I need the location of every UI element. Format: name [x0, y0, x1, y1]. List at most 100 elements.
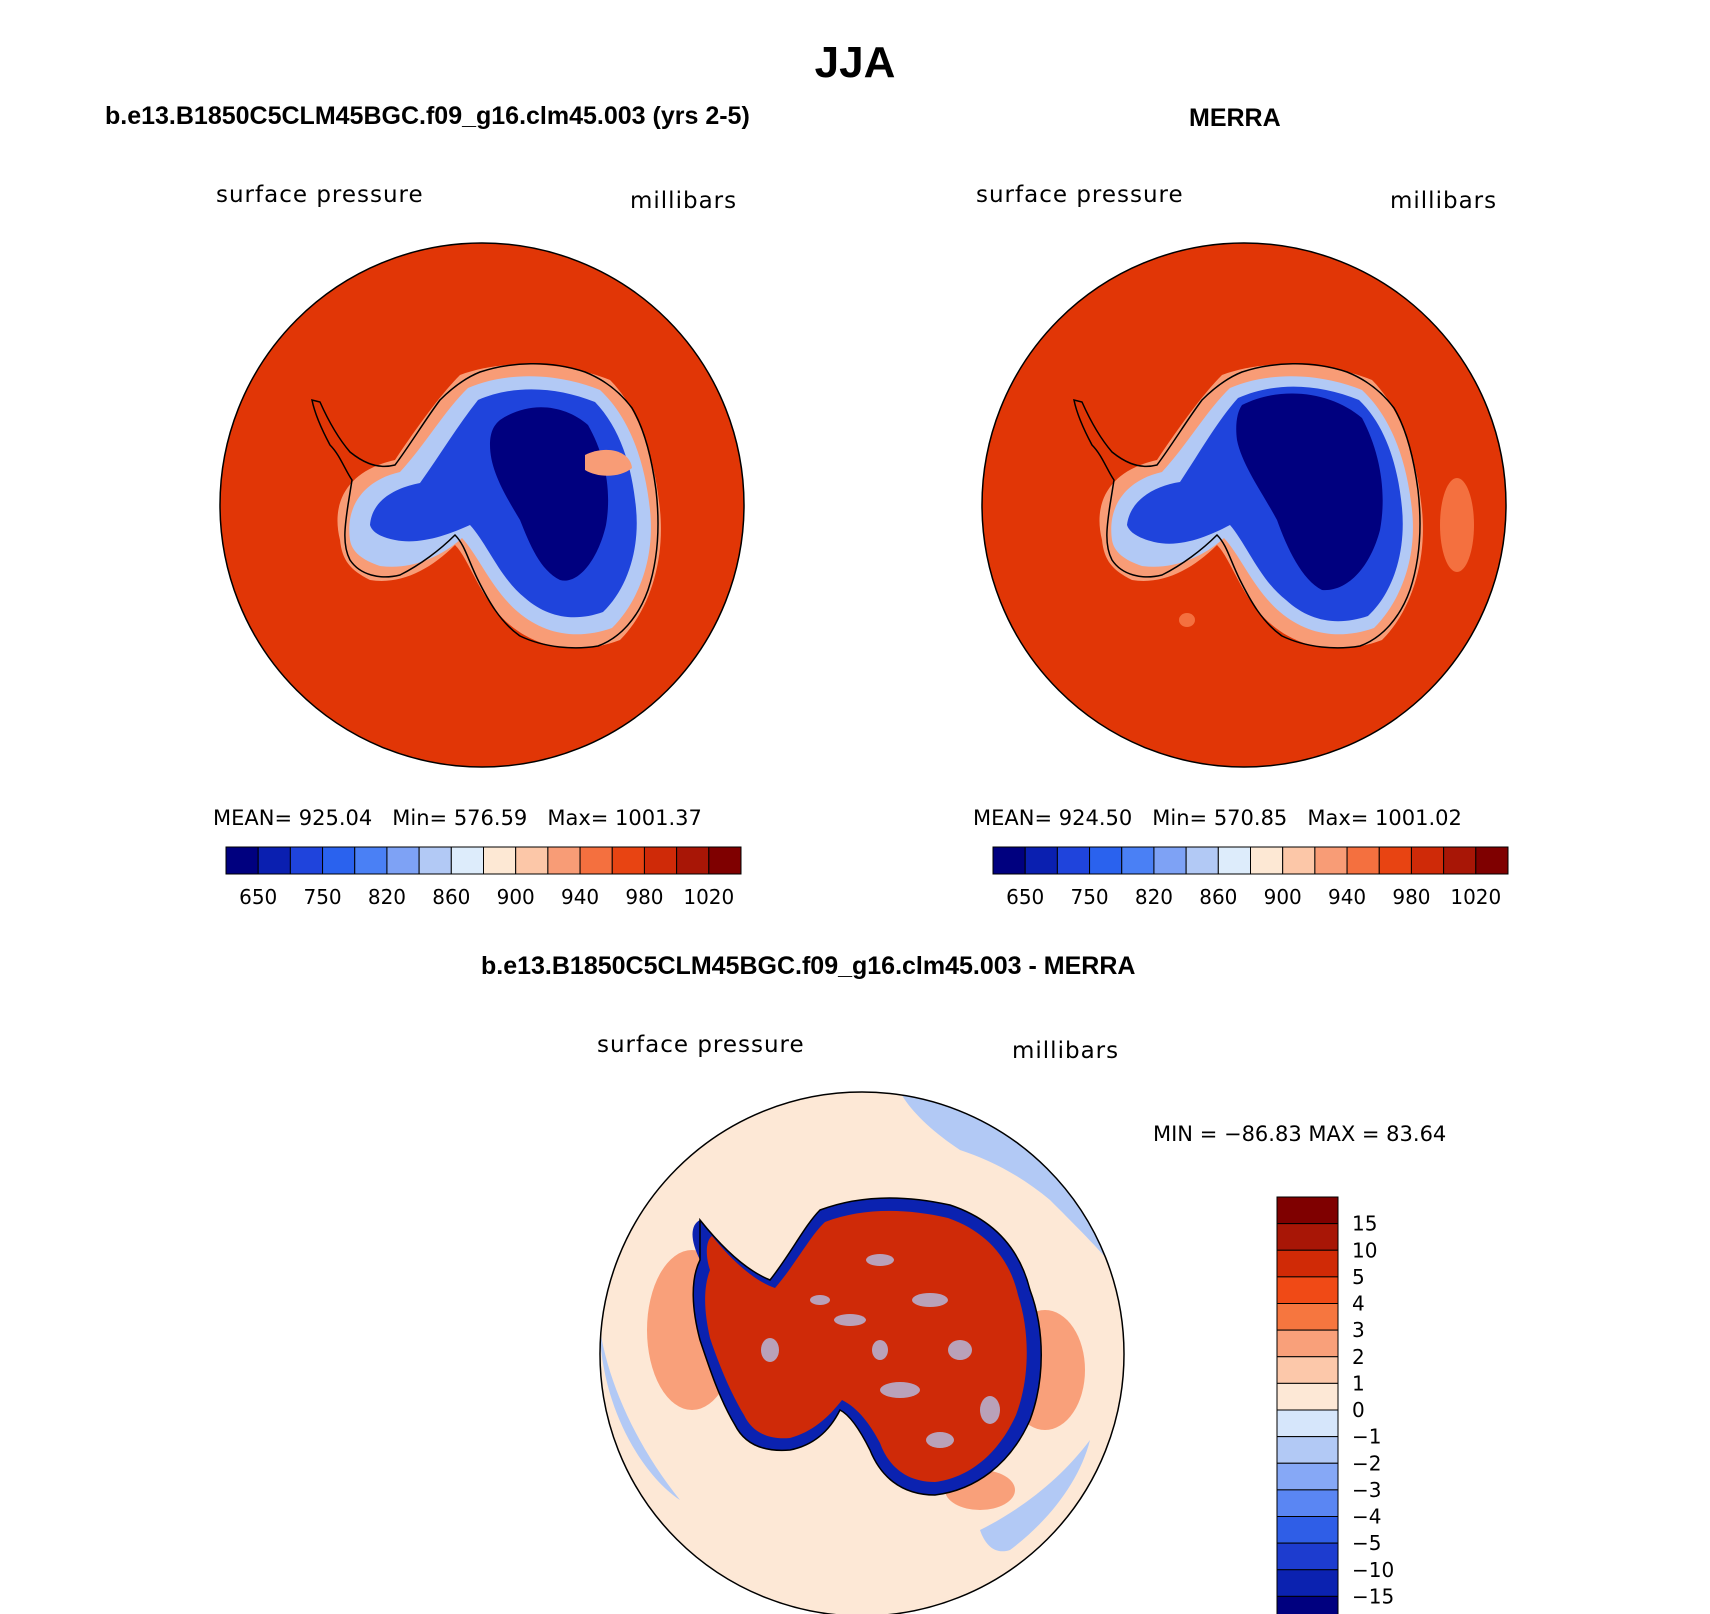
model-colorbar-swatch [386, 846, 420, 875]
obs-colorbar-tick-label: 1020 [1450, 885, 1501, 909]
model-colorbar-swatch [708, 846, 742, 875]
obs-colorbar-swatch [1346, 846, 1380, 875]
model-colorbar: 650 750 820 860 900 940 980 1020 [225, 846, 742, 909]
diff-colorbar-tick-label: 2 [1352, 1345, 1365, 1369]
obs-warm-spot [1179, 613, 1195, 627]
model-colorbar-swatch [483, 846, 517, 875]
model-max-value: 1001.37 [615, 806, 702, 830]
diff-colorbar-tick-label: 15 [1352, 1212, 1377, 1236]
diff-colorbar-tick-label: −15 [1352, 1584, 1394, 1608]
obs-units-label: millibars [1390, 188, 1498, 214]
diff-colorbar-swatch [1276, 1542, 1339, 1571]
diff-colorbar-tick-label: −3 [1352, 1478, 1381, 1502]
model-colorbar-tick-label: 980 [625, 885, 663, 909]
diff-colorbar-tick-label: 0 [1352, 1398, 1365, 1422]
diff-colorbar-swatch [1276, 1489, 1339, 1517]
obs-colorbar-swatch [1217, 846, 1251, 875]
diff-colorbar-swatch [1276, 1409, 1339, 1438]
model-map [219, 242, 745, 768]
model-colorbar-tick-label: 750 [303, 885, 341, 909]
model-colorbar-swatch [515, 846, 549, 875]
obs-colorbar-swatch [1185, 846, 1219, 875]
obs-colorbar-swatch [1475, 846, 1509, 875]
model-antarctica [311, 363, 661, 649]
obs-colorbar-tick-label: 940 [1328, 885, 1366, 909]
model-colorbar-swatch [579, 846, 613, 875]
diff-colorbar-tick-label: −4 [1352, 1505, 1381, 1529]
diff-colorbar-swatch [1276, 1276, 1339, 1304]
obs-stats: MEAN= 924.50 Min= 570.85 Max= 1001.02 [973, 806, 1462, 830]
model-colorbar-swatch [676, 846, 710, 875]
diff-map [599, 1091, 1125, 1614]
model-mean-value: 925.04 [298, 806, 373, 830]
diff-colorbar-tick-label: 1 [1352, 1371, 1365, 1395]
figure-title: JJA [814, 38, 896, 87]
diff-colorbar-tick-label: 4 [1352, 1292, 1365, 1316]
obs-colorbar-swatch [1250, 846, 1284, 875]
obs-colorbar: 650 750 820 860 900 940 980 1020 [992, 846, 1509, 909]
obs-colorbar-tick-label: 650 [1006, 885, 1044, 909]
diff-colorbar-swatch [1276, 1249, 1339, 1278]
diff-colorbar-swatch [1276, 1329, 1339, 1358]
model-colorbar-swatch [354, 846, 388, 875]
diff-colorbar-swatch [1276, 1303, 1339, 1331]
obs-variable-label: surface pressure [976, 182, 1184, 208]
model-max-label: Max= [547, 806, 609, 830]
diff-colorbar-tick-label: 3 [1352, 1318, 1365, 1342]
diff-colorbar-swatch [1276, 1382, 1339, 1411]
diff-colorbar-tick-label: 5 [1352, 1265, 1365, 1289]
obs-colorbar-swatch [1410, 846, 1445, 875]
obs-colorbar-tick-label: 860 [1199, 885, 1237, 909]
obs-colorbar-swatch [1443, 846, 1477, 875]
obs-colorbar-tick-label: 980 [1392, 885, 1430, 909]
model-colorbar-swatch [450, 846, 484, 875]
model-colorbar-tick-label: 820 [368, 885, 406, 909]
obs-colorbar-tick-label: 820 [1135, 885, 1173, 909]
obs-colorbar-tick-label: 750 [1070, 885, 1108, 909]
obs-colorbar-swatch [992, 846, 1026, 875]
model-colorbar-swatch [225, 846, 259, 875]
diff-colorbar-tick-label: 10 [1352, 1238, 1377, 1262]
model-colorbar-swatch [257, 846, 291, 875]
diff-minmax: MIN = −86.83 MAX = 83.64 [1153, 1122, 1447, 1146]
model-colorbar-tick-label: 940 [561, 885, 599, 909]
model-stats: MEAN= 925.04 Min= 576.59 Max= 1001.37 [213, 806, 702, 830]
model-units-label: millibars [630, 188, 738, 214]
obs-mean-label: MEAN= [973, 806, 1053, 830]
obs-max-value: 1001.02 [1375, 806, 1462, 830]
obs-min-label: Min= [1152, 806, 1208, 830]
model-colorbar-tick-label: 900 [497, 885, 535, 909]
obs-colorbar-swatch [1282, 846, 1316, 875]
diff-colorbar-swatch [1276, 1595, 1339, 1614]
diff-colorbar-swatch [1276, 1516, 1339, 1544]
obs-colorbar-swatch [1089, 846, 1123, 875]
diff-colorbar-tick-label: −10 [1352, 1558, 1394, 1582]
obs-min-value: 570.85 [1213, 806, 1288, 830]
obs-colorbar-tick-label: 900 [1264, 885, 1302, 909]
diff-colorbar-swatch [1276, 1462, 1339, 1491]
diff-variable-label: surface pressure [597, 1032, 805, 1058]
diff-colorbar-swatch [1276, 1356, 1339, 1384]
obs-map [981, 242, 1507, 768]
obs-mean-value: 924.50 [1058, 806, 1133, 830]
diff-colorbar-tick-label: −1 [1352, 1425, 1381, 1449]
model-colorbar-swatch [643, 846, 678, 875]
diff-interior-texture [761, 1254, 1000, 1448]
obs-warm-patch [1440, 478, 1474, 572]
model-colorbar-tick-label: 1020 [683, 885, 734, 909]
diff-units-label: millibars [1012, 1038, 1120, 1064]
obs-colorbar-swatch [1024, 846, 1058, 875]
diff-colorbar-swatch [1276, 1436, 1339, 1464]
obs-panel-title: MERRA [1189, 104, 1281, 132]
diff-colorbar-swatch [1276, 1569, 1339, 1597]
model-colorbar-swatch [418, 846, 452, 875]
diff-colorbar-tick-label: −5 [1352, 1531, 1381, 1555]
diff-colorbar-swatch [1276, 1223, 1339, 1251]
obs-colorbar-swatch [1056, 846, 1091, 875]
model-min-label: Min= [392, 806, 448, 830]
obs-colorbar-swatch [1153, 846, 1187, 875]
model-colorbar-tick-label: 650 [239, 885, 277, 909]
obs-max-label: Max= [1307, 806, 1369, 830]
